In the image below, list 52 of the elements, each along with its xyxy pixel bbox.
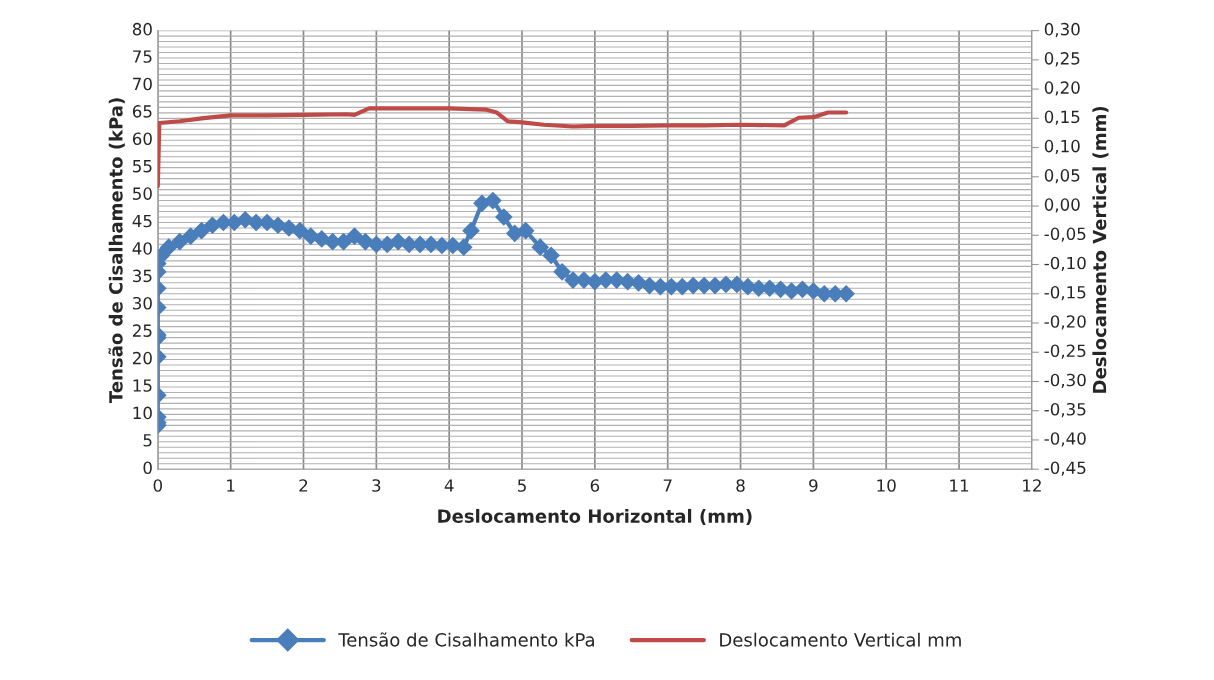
x-tick-label: 6 (590, 479, 600, 492)
x-tick-label: 3 (372, 479, 381, 492)
y2-tick-label: -0,35 (1044, 402, 1086, 418)
x-tick-label: 1 (227, 479, 235, 492)
x-tick-label: 7 (663, 479, 672, 492)
y-tick-label: 55 (133, 160, 152, 173)
line-series (157, 106, 849, 189)
y-tick-label: 35 (133, 269, 152, 283)
y2-tick-label: 0,15 (1044, 110, 1080, 125)
y2-tick-label: -0,45 (1044, 461, 1086, 476)
y-tick-label: 25 (132, 324, 152, 337)
y-tick-label: 5 (143, 434, 152, 447)
y-tick-label: 10 (133, 406, 152, 420)
y2-tick-label: -0,10 (1044, 256, 1086, 272)
y2-tick-label: 0,30 (1044, 22, 1080, 38)
y-tick-label: 45 (132, 214, 152, 228)
y-tick-label: 40 (132, 242, 152, 255)
x-tick-label: 8 (736, 479, 745, 492)
x-tick-label: 10 (877, 479, 896, 492)
y2-tick-label: -0,15 (1044, 285, 1086, 301)
y-tick-label: 65 (132, 105, 152, 118)
x-tick-label: 5 (518, 479, 526, 492)
x-tick-label: 11 (950, 479, 969, 492)
y-tick-label: 50 (133, 187, 152, 200)
legend-label: Deslocamento Vertical mm (720, 632, 961, 647)
x-tick-label: 4 (444, 479, 454, 492)
x-tick-label: 0 (153, 479, 163, 492)
x-tick-label: 12 (1023, 479, 1041, 492)
y-tick-label: 30 (133, 296, 152, 310)
y2-tick-label: 0,10 (1044, 139, 1080, 155)
x-axis-title: Deslocamento Horizontal (mm) (438, 508, 752, 526)
y2-tick-label: -0,40 (1044, 432, 1086, 447)
y-axis-title: Tensão de Cisalhamento (kPa) (108, 98, 125, 404)
y2-axis-title: Deslocamento Vertical (mm) (1092, 106, 1109, 393)
y2-tick-label: 0,25 (1044, 52, 1080, 67)
x-tick-label: 9 (809, 479, 818, 492)
y2-tick-label: -0,05 (1044, 227, 1086, 242)
y2-tick-label: -0,25 (1044, 344, 1086, 359)
y-tick-label: 0 (143, 461, 152, 475)
y-tick-label: 70 (133, 77, 152, 91)
y-tick-label: 60 (132, 132, 152, 146)
y2-tick-label: -0,20 (1044, 315, 1086, 330)
legend-label: Tensão de Cisalhamento kPa (338, 632, 594, 647)
y-tick-label: 20 (132, 351, 152, 365)
y-tick-label: 80 (132, 22, 152, 36)
y-tick-label: 15 (133, 379, 152, 392)
y2-tick-label: 0,05 (1044, 169, 1080, 184)
x-tick-label: 2 (299, 479, 308, 492)
y2-tick-label: -0,30 (1044, 373, 1086, 389)
y2-tick-label: 0,00 (1044, 198, 1080, 213)
y-tick-label: 75 (133, 50, 152, 63)
y2-tick-label: 0,20 (1044, 81, 1080, 96)
